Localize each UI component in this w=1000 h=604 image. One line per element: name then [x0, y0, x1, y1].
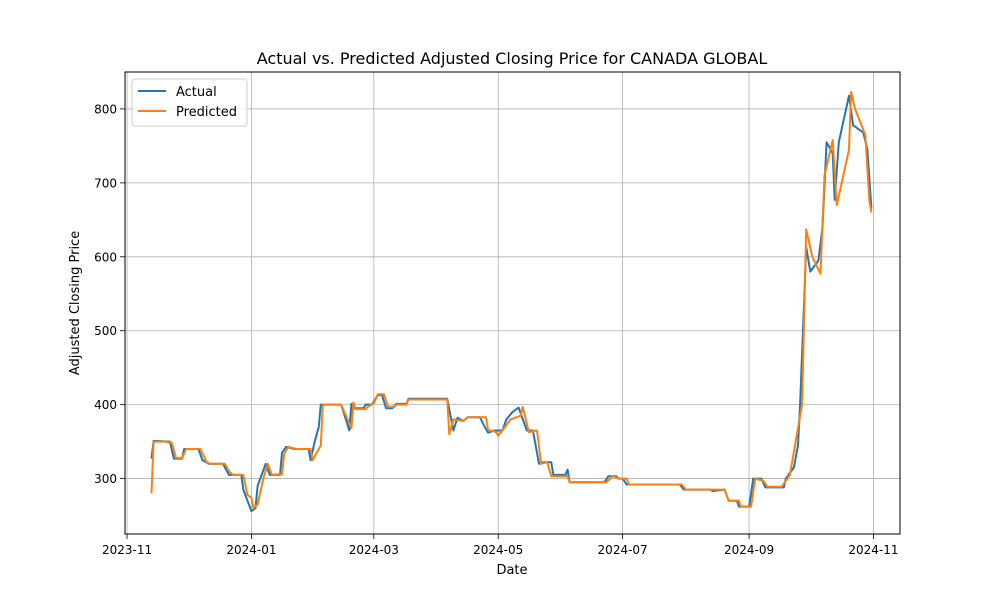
y-tick-label: 600	[94, 250, 117, 264]
y-tick-label: 700	[94, 176, 117, 190]
x-tick-label: 2024-07	[598, 543, 648, 557]
y-tick-label: 800	[94, 102, 117, 116]
legend-label-actual: Actual	[176, 85, 217, 100]
y-tick-label: 400	[94, 398, 117, 412]
y-tick-label: 300	[94, 472, 117, 486]
legend: Actual Predicted	[131, 78, 248, 127]
x-tick-label: 2024-05	[473, 543, 523, 557]
series-lines	[150, 91, 873, 513]
x-tick-label: 2024-09	[724, 543, 774, 557]
series-line-predicted	[150, 91, 873, 510]
x-tick-label: 2023-11	[102, 543, 152, 557]
y-tick-label: 500	[94, 324, 117, 338]
grid	[125, 72, 900, 534]
y-axis-ticks: 300 400 500 600 700 800	[94, 102, 125, 486]
chart-title: Actual vs. Predicted Adjusted Closing Pr…	[257, 49, 768, 68]
x-tick-label: 2024-01	[226, 543, 276, 557]
x-tick-label: 2024-03	[349, 543, 399, 557]
legend-label-predicted: Predicted	[176, 105, 237, 120]
x-axis-ticks: 2023-11 2024-01 2024-03 2024-05 2024-07 2024-…	[102, 534, 899, 557]
x-tick-label: 2024-11	[848, 543, 898, 557]
x-axis-label: Date	[496, 563, 527, 578]
plot-area-frame	[124, 71, 901, 535]
y-axis-label: Adjusted Closing Price	[68, 231, 83, 375]
